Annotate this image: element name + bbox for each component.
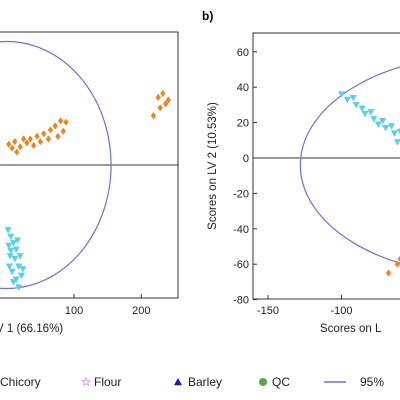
legend-label-ellipse: 95% (360, 375, 384, 389)
panel-a-point-chicory (41, 130, 47, 138)
panel-a-point-flour (13, 237, 22, 244)
panel-a-point-chicory (27, 135, 33, 143)
panel-a-point-flour (5, 263, 14, 270)
panel-a-point-chicory (17, 143, 23, 151)
legend-marker-qc (259, 378, 267, 386)
panel-a-point-chicory (6, 140, 12, 148)
panel-a-point-chicory (9, 144, 15, 152)
panel-b-ytick-label: 40 (237, 82, 249, 94)
panel-a-xtick-label: 200 (132, 305, 150, 317)
legend-item-chicory: Chicory (0, 375, 41, 389)
panel-a-point-flour (6, 253, 14, 260)
panel-b-point-flour (361, 110, 369, 118)
legend-label-qc: QC (272, 375, 290, 389)
panel-b-point-flour (370, 116, 378, 123)
panel-b-xlabel: Scores on L (320, 323, 382, 335)
panel-a-point-flour (17, 272, 26, 280)
panel-b-point-flour (343, 96, 351, 104)
panel-b-frame (252, 32, 400, 300)
panel-a-point-chicory (45, 135, 52, 143)
panel-a-point-chicory (52, 122, 58, 130)
panel-b-point-flour (396, 128, 400, 135)
panel-a-point-flour (12, 246, 20, 254)
panel-a-point-chicory (12, 138, 18, 146)
panel-b: b) -150-100-506040200-20-40-60-80 Scores… (202, 9, 400, 335)
panel-a-point-flour (9, 240, 18, 247)
panel-b-label: b) (202, 9, 213, 23)
panel-b-point-flour (352, 102, 360, 109)
panel-a-point-chicory (55, 132, 61, 140)
panel-b-point-chicory (394, 260, 400, 268)
panel-b-ytick-label: -20 (233, 188, 249, 200)
panel-a-point-chicory (37, 138, 44, 146)
legend-label-chicory: Chicory (0, 375, 41, 389)
legend-marker-flour (80, 376, 92, 387)
panel-a-xlabel: V 1 (66.16%) (0, 323, 63, 335)
panel-a-point-flour (19, 266, 27, 273)
panel-b-point-chicory (385, 269, 392, 277)
panel-b-ytick-label: -80 (233, 295, 249, 307)
panel-b-point-flour (390, 130, 399, 137)
panel-b-confidence-ellipse (299, 66, 400, 264)
panel-b-point-flour (349, 94, 357, 102)
panel-a-confidence-ellipse (0, 40, 112, 290)
panel-b-ytick-label: 20 (237, 118, 249, 130)
panel-a-point-flour (7, 233, 15, 241)
panel-a-point-flour (7, 247, 15, 255)
panel-a-point-chicory (165, 96, 171, 104)
legend-item-flour: Flour (80, 375, 121, 389)
legend-item-qc: QC (259, 375, 290, 389)
legend-label-barley: Barley (188, 375, 222, 389)
panel-b-point-flour (393, 139, 400, 146)
panel-a-point-flour (12, 276, 20, 283)
panel-b-ytick-label: 60 (237, 47, 249, 59)
panel-a-point-chicory (160, 89, 166, 98)
panel-a-point-chicory (162, 100, 169, 108)
panel-b-point-flour (374, 121, 382, 128)
panel-a-xtick-label: 100 (65, 305, 83, 317)
panel-b-xtick-label: -150 (257, 305, 279, 317)
panel-b-point-flour (379, 117, 387, 125)
legend-label-flour: Flour (94, 375, 121, 389)
panel-b-ylabel: Scores on LV 2 (10.53%) (207, 102, 219, 230)
panel-b-ytick-label: -60 (233, 259, 249, 271)
legend-item-ellipse: 95% (324, 375, 384, 389)
panel-b-xtick-label: -100 (330, 305, 352, 317)
panel-a: 100 200 V 1 (66.16%) (0, 31, 179, 335)
panel-a-point-chicory (14, 148, 20, 156)
panel-a-point-chicory (30, 141, 37, 150)
panel-b-ytick-label: 0 (243, 153, 249, 165)
panel-b-point-flour (382, 125, 390, 132)
panel-a-point-chicory (157, 104, 163, 112)
panel-a-point-flour (16, 253, 24, 260)
legend: Chicory Flour Barley QC 95% (0, 375, 384, 389)
panel-a-point-flour (15, 284, 23, 291)
panel-b-point-flour (337, 91, 346, 98)
panel-a-point-chicory (20, 135, 27, 143)
panel-a-point-chicory (24, 139, 30, 147)
panel-b-ytick-label: -40 (233, 224, 249, 236)
panel-a-point-chicory (34, 132, 40, 140)
panel-a-point-flour (11, 255, 19, 263)
panel-a-point-chicory (60, 127, 66, 135)
panel-a-point-chicory (150, 112, 157, 120)
panel-b-point-flour (367, 109, 375, 116)
panel-a-point-flour (4, 227, 12, 234)
panel-b-point-flour (387, 123, 396, 130)
panel-b-point-chicory (397, 255, 400, 263)
panel-a-point-flour (15, 263, 23, 270)
panel-a-point-chicory (63, 118, 69, 126)
legend-item-barley: Barley (174, 375, 222, 389)
panel-a-point-chicory (155, 93, 161, 101)
panel-a-point-chicory (57, 117, 64, 125)
panel-a-point-chicory (47, 126, 54, 134)
panel-a-point-flour (8, 268, 16, 276)
legend-marker-barley (174, 378, 182, 386)
panel-a-point-flour (5, 242, 13, 250)
panel-b-point-flour (358, 105, 366, 113)
